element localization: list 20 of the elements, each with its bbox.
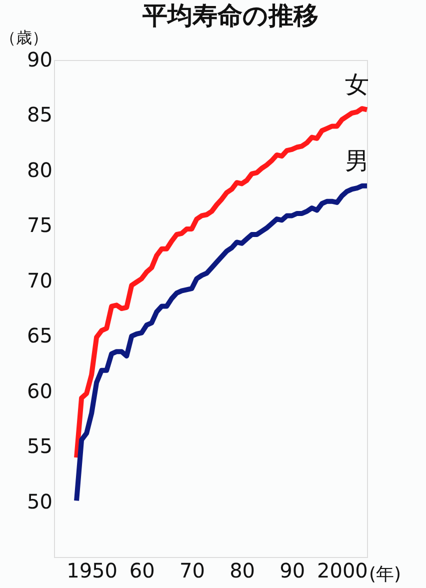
y-tick-label: 60 [27, 378, 52, 403]
y-tick-label: 75 [27, 213, 52, 238]
y-tick-label: 65 [27, 324, 52, 348]
series-label: 女 [345, 70, 369, 99]
y-tick-label: 80 [27, 158, 52, 182]
x-tick-label: 1950 [66, 558, 118, 582]
y-axis-title: （歳） [0, 28, 48, 47]
x-tick-label: 2000 [317, 558, 368, 582]
y-tick-label: 70 [27, 268, 52, 292]
x-axis-title: (年) [369, 564, 402, 585]
y-tick-label: 50 [27, 489, 52, 514]
y-tick-label: 55 [27, 434, 52, 458]
x-tick-label: 90 [280, 558, 306, 582]
x-tick-label: 60 [129, 558, 155, 582]
x-tick-label: 70 [179, 558, 205, 582]
series-label: 男 [345, 146, 369, 175]
x-tick-label: 80 [230, 558, 256, 582]
y-tick-label: 85 [27, 102, 52, 127]
chart-title: 平均寿命の推移 [142, 1, 318, 30]
y-tick-label: 90 [27, 48, 52, 72]
